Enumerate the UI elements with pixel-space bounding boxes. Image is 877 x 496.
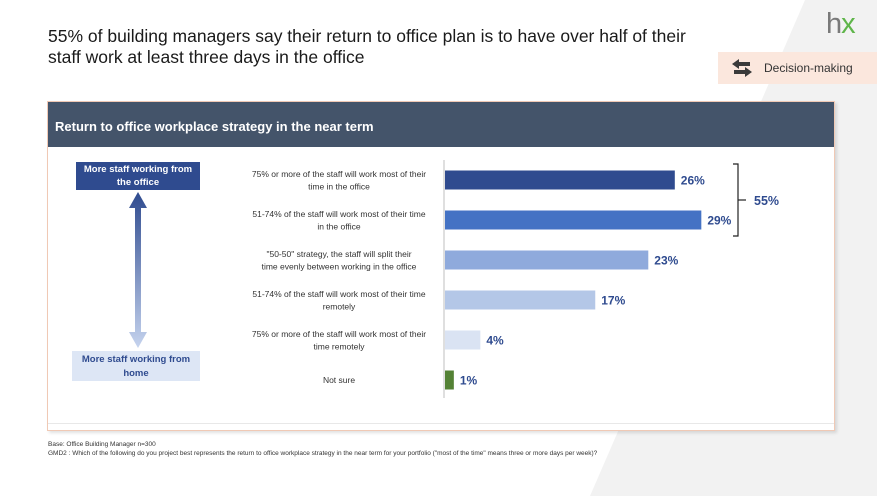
scale-label-home: More staff working from home — [72, 351, 200, 381]
tag-label: Decision-making — [764, 61, 853, 75]
bar-value-label-1: 29% — [707, 214, 731, 228]
bar-3 — [445, 290, 596, 310]
bar-value-label-4: 4% — [486, 334, 504, 348]
bar-value-label-5: 1% — [460, 374, 478, 388]
bar-5 — [445, 370, 454, 390]
bar-value-label-3: 17% — [601, 294, 625, 308]
panel-bottom-rule — [48, 423, 834, 424]
footnote-question: GMD2 : Which of the following do you pro… — [48, 450, 598, 457]
category-label-4: 75% or more of the staff will work most … — [252, 329, 426, 352]
bar-0 — [445, 170, 675, 190]
category-label-2: "50-50" strategy, the staff will split t… — [262, 249, 417, 272]
scale-label-office: More staff working from the office — [76, 162, 200, 190]
top-two-bracket — [733, 163, 746, 237]
footnote-base: Base: Office Building Manager n=300 — [48, 441, 156, 448]
page-headline: 55% of building managers say their retur… — [48, 26, 686, 67]
panel-title: Return to office workplace strategy in t… — [48, 102, 834, 147]
category-label-1: 51-74% of the staff will work most of th… — [252, 209, 425, 232]
bar-value-label-2: 23% — [654, 254, 678, 268]
footnote: Base: Office Building Manager n=300 GMD2… — [48, 440, 848, 458]
bar-value-label-0: 26% — [681, 174, 705, 188]
category-label-0: 75% or more of the staff will work most … — [252, 169, 426, 192]
hx-logo: hx — [826, 8, 856, 40]
decision-making-tag: Decision-making — [718, 52, 877, 84]
category-label-3: 51-74% of the staff will work most of th… — [252, 289, 425, 312]
double-arrow-icon — [129, 192, 147, 348]
bracket-total-label: 55% — [754, 194, 779, 208]
bar-2 — [445, 250, 649, 270]
bar-4 — [445, 330, 481, 350]
swap-arrows-icon — [732, 59, 752, 77]
category-label-5: Not sure — [323, 375, 355, 385]
bar-1 — [445, 210, 702, 230]
